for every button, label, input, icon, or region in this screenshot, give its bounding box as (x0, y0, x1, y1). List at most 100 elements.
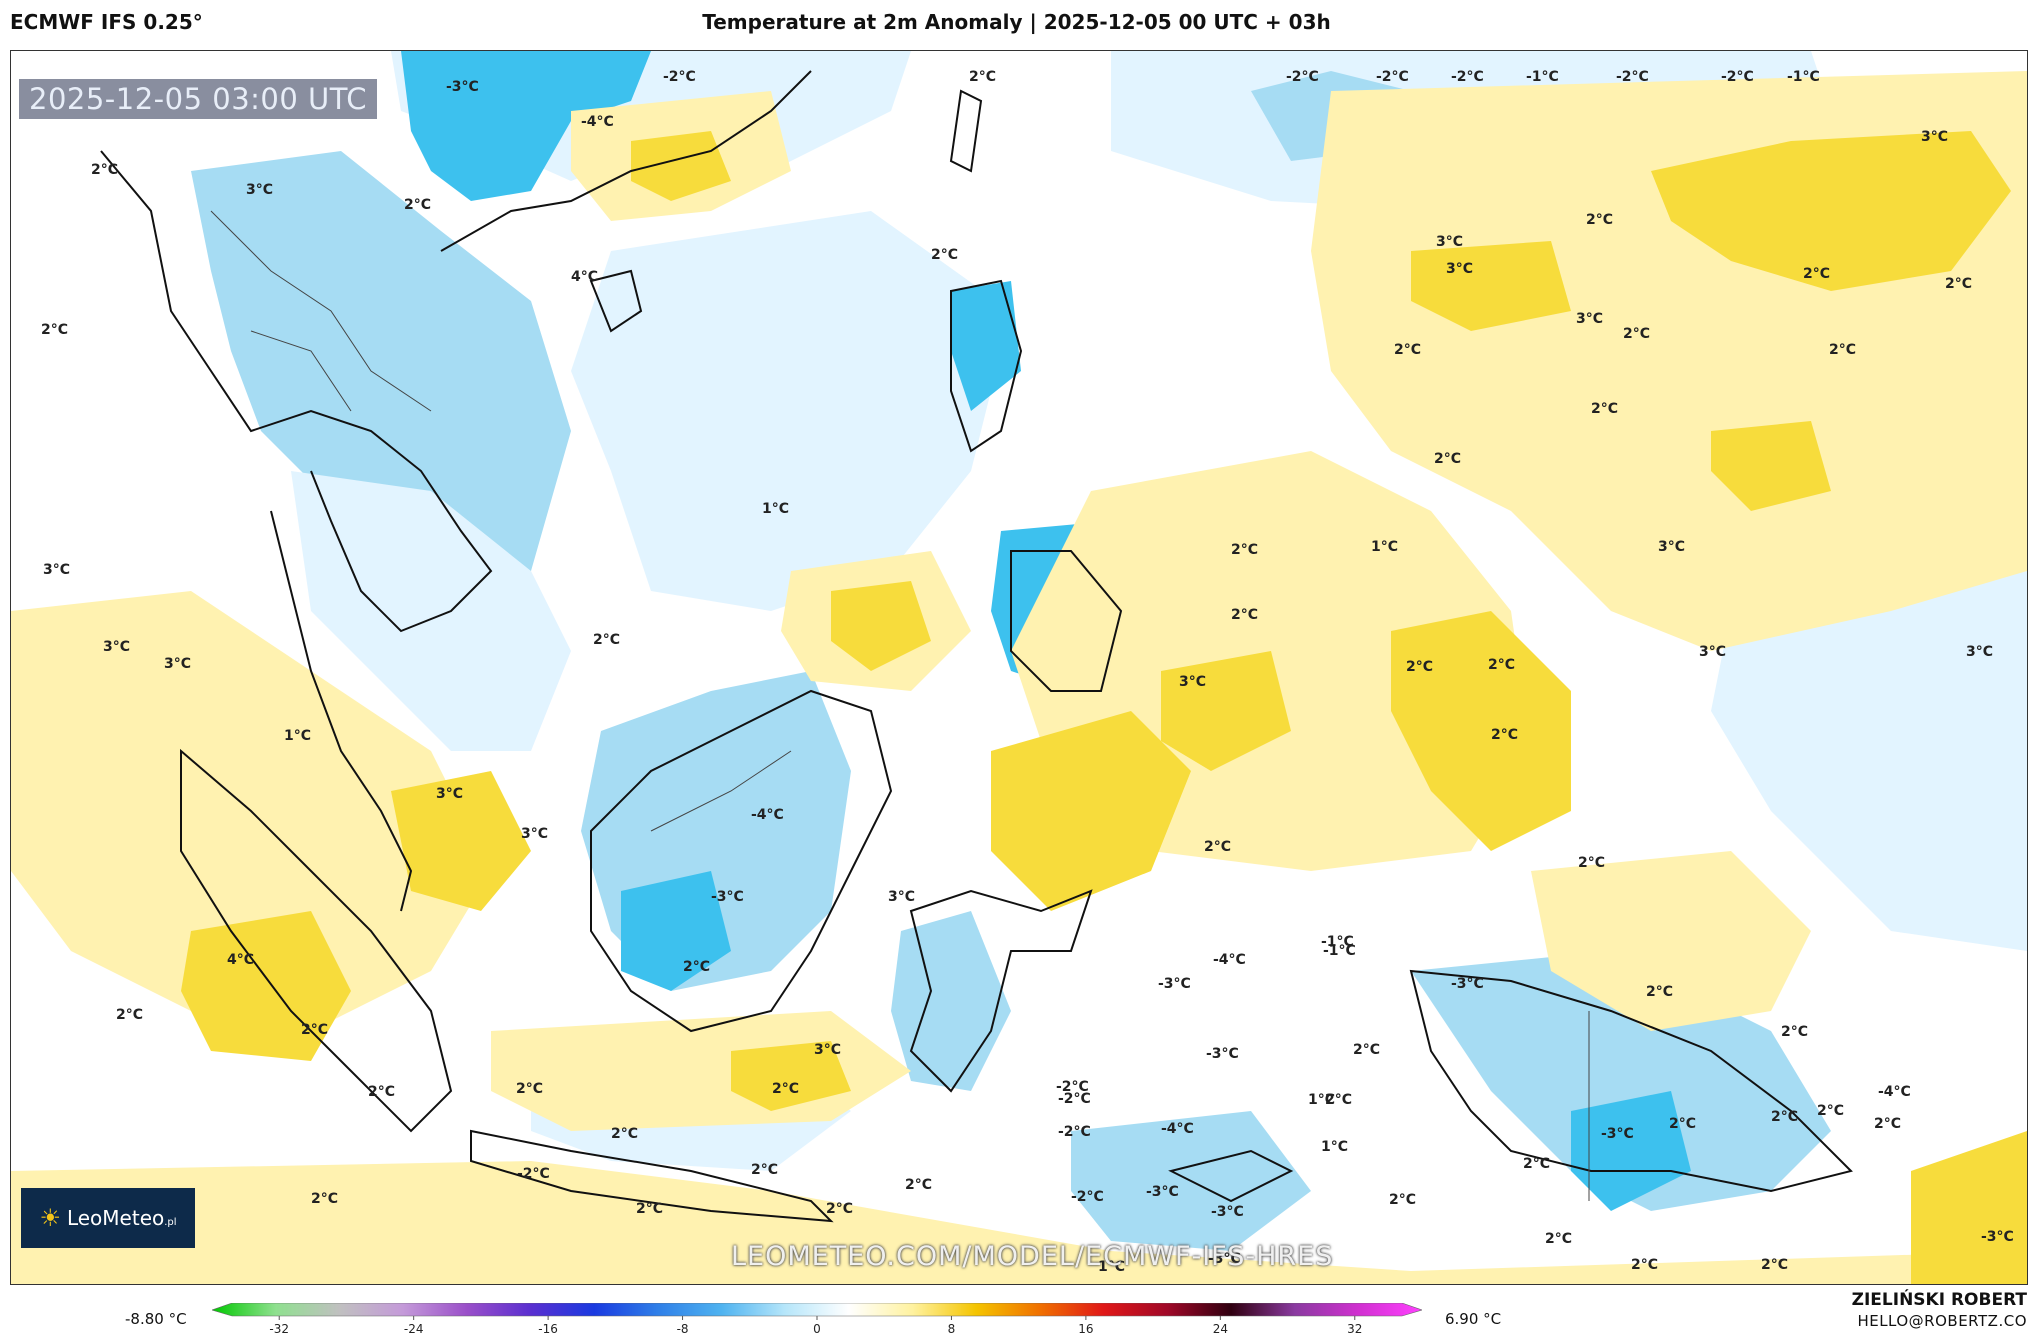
contour-label: 4°C (227, 952, 254, 968)
contour-label: 2°C (1434, 451, 1461, 467)
contour-label: 2°C (41, 322, 68, 338)
logo-suffix: .pl (164, 1216, 177, 1228)
contour-label: -3°C (1211, 1204, 1244, 1220)
coastlines (100, 70, 1853, 1223)
contour-label: 2°C (1231, 607, 1258, 623)
warm-field-celebes (991, 711, 1191, 911)
colorbar-tick-label: 8 (948, 1322, 956, 1335)
coastline-newguinea (1409, 969, 1853, 1193)
coastline-hainan (589, 269, 643, 333)
contour-label: 2°C (1353, 1042, 1380, 1058)
contour-label: 3°C (521, 826, 548, 842)
author-credit: ZIELIŃSKI ROBERT (1851, 1290, 2027, 1310)
warm-field-java-sea-core (731, 1041, 851, 1111)
contour-label: 3°C (246, 182, 273, 198)
contour-label: -2°C (1058, 1124, 1091, 1140)
colorbar-ticks: -32 -24 -16 -8 0 8 16 24 32 (269, 1316, 1362, 1335)
contour-label: -2°C (1071, 1189, 1104, 1205)
warm-field-sumatra (181, 911, 351, 1061)
contour-label: 2°C (969, 69, 996, 85)
colorbar-tick-label: 16 (1078, 1322, 1093, 1335)
contour-label: -2°C (517, 1166, 550, 1182)
logo-text: LeoMeteo (66, 1206, 165, 1230)
contour-label: 2°C (1669, 1116, 1696, 1132)
contour-label: 3°C (1179, 674, 1206, 690)
contour-label: 1°C (762, 501, 789, 517)
contour-label: 2°C (826, 1201, 853, 1217)
contour-label: 2°C (1578, 855, 1605, 871)
warm-field-mindanao-east (1161, 651, 1291, 771)
contour-label: 2°C (1631, 1257, 1658, 1273)
contour-label: 3°C (1446, 261, 1473, 277)
contour-label: 2°C (1829, 342, 1856, 358)
contour-labels: -2°C -2°C -2°C -1°C -2°C -2°C -1°C -3°C -2°C -4°C… (41, 69, 2014, 1275)
contour-label: 1°C (1308, 1092, 1335, 1108)
coastline-china (440, 70, 812, 252)
contour-label: 1°C (284, 728, 311, 744)
contour-label: 2°C (683, 959, 710, 975)
map-title: Temperature at 2m Anomaly | 2025-12-05 0… (702, 10, 1331, 34)
contour-label: -3°C (1208, 1251, 1241, 1267)
contour-label: 3°C (43, 562, 70, 578)
border-indochina (210, 210, 432, 412)
contour-label: -4°C (1161, 1121, 1194, 1137)
contour-label: -1°C (1323, 943, 1356, 959)
contour-label: 2°C (905, 1177, 932, 1193)
cool-field-scs (571, 211, 1011, 611)
contour-label: 2°C (1204, 839, 1231, 855)
cool-field-east (1711, 571, 2027, 951)
contour-label: -4°C (751, 807, 784, 823)
colorbar-tick-label: -8 (677, 1322, 689, 1335)
warm-field-malaya (391, 771, 531, 911)
contour-label: -2°C (1721, 69, 1754, 85)
colorbar-tick-label: 0 (813, 1322, 821, 1335)
coastline-indochina (100, 150, 493, 633)
contour-label: 2°C (1231, 542, 1258, 558)
contour-label: 2°C (1586, 212, 1613, 228)
warm-field-scs-mid-core (831, 581, 931, 671)
cool-field-philippines (951, 281, 1021, 411)
contour-label: 2°C (1945, 276, 1972, 292)
contour-label: 1°C (1371, 539, 1398, 555)
contour-label: -4°C (1878, 1084, 1911, 1100)
contour-label: -1°C (1526, 69, 1559, 85)
contour-label: 2°C (1591, 401, 1618, 417)
contour-label: 2°C (1325, 1092, 1352, 1108)
cool-field-strong-north (401, 51, 651, 201)
cool-field-indochina (191, 151, 571, 611)
colorbar-tick-label: 24 (1213, 1322, 1228, 1335)
contour-label: -2°C (663, 69, 696, 85)
contour-label: -3°C (1451, 976, 1484, 992)
colorbar-gradient (212, 1303, 1422, 1317)
contour-label: 2°C (1623, 326, 1650, 342)
warm-field-southeast (1531, 851, 1811, 1031)
contour-label: 1°C (1321, 1139, 1348, 1155)
contour-label: 2°C (1488, 657, 1515, 673)
contour-label: 3°C (164, 656, 191, 672)
coastline-mindanao (1010, 550, 1123, 692)
contour-label: 2°C (1394, 342, 1421, 358)
author-email[interactable]: HELLO@ROBERTZ.CO (1857, 1312, 2027, 1330)
contour-label: -2°C (1376, 69, 1409, 85)
map-frame[interactable]: -2°C -2°C -2°C -1°C -2°C -2°C -1°C -3°C -2°C -4°C… (10, 50, 2028, 1285)
contour-label: -4°C (1213, 952, 1246, 968)
contour-label: -2°C (1058, 1091, 1091, 1107)
contour-label: 2°C (772, 1081, 799, 1097)
contour-label: 2°C (301, 1022, 328, 1038)
leometeo-logo[interactable]: ☀ LeoMeteo .pl (21, 1188, 195, 1248)
anomaly-map[interactable]: -2°C -2°C -2°C -1°C -2°C -2°C -1°C -3°C -2°C -4°C… (11, 51, 2027, 1284)
contour-label: -3°C (711, 889, 744, 905)
contour-label: 2°C (751, 1162, 778, 1178)
colorbar-max-label: 6.90 °C (1445, 1310, 1502, 1328)
contour-label: -3°C (1981, 1229, 2014, 1245)
cool-field-borneo-strong (621, 871, 731, 991)
contour-label: -1°C (1787, 69, 1820, 85)
contour-label: 3°C (1921, 129, 1948, 145)
border-borneo (650, 750, 792, 832)
contour-label: 3°C (888, 889, 915, 905)
coastline-sulawesi (909, 889, 1093, 1093)
contour-label: 4°C (571, 269, 598, 285)
contour-label: 3°C (1699, 644, 1726, 660)
colorbar-tick-label: -32 (269, 1322, 289, 1335)
contour-label: 2°C (1545, 1231, 1572, 1247)
